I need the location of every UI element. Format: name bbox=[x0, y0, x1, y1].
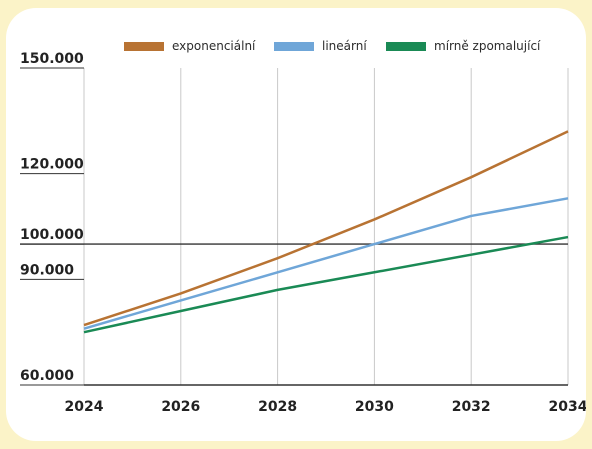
x-tick-label-2028: 2028 bbox=[258, 399, 297, 415]
x-tick-label-2030: 2030 bbox=[355, 399, 394, 415]
legend-item-exponential: exponenciální bbox=[124, 38, 255, 54]
series-line-1 bbox=[83, 197, 569, 330]
x-tick-label-2026: 2026 bbox=[161, 399, 200, 415]
legend-swatch-slowing bbox=[386, 41, 426, 51]
y-tick-label-90000: 90.000 bbox=[20, 262, 74, 278]
legend-label-exponential: exponenciální bbox=[172, 39, 256, 53]
legend-swatch-exponential bbox=[124, 41, 164, 51]
series-line-2 bbox=[83, 235, 569, 334]
y-tick-label-100000: 100.000 bbox=[20, 227, 84, 243]
legend-item-linear: lineární bbox=[274, 38, 367, 54]
series-line-0 bbox=[83, 130, 569, 327]
y-tick-label-120000: 120.000 bbox=[20, 157, 84, 173]
y-tick-label-150000: 150.000 bbox=[20, 51, 84, 67]
legend-label-slowing: mírně zpomalující bbox=[434, 39, 541, 53]
chart-card: exponenciální lineární mírně zpomalující… bbox=[6, 8, 586, 441]
legend-swatch-linear bbox=[274, 41, 314, 51]
legend-item-slowing: mírně zpomalující bbox=[386, 38, 540, 54]
x-tick-label-2024: 2024 bbox=[65, 399, 104, 415]
legend-label-linear: lineární bbox=[322, 39, 367, 53]
x-tick-label-2034: 2034 bbox=[549, 399, 586, 415]
x-tick-label-2032: 2032 bbox=[452, 399, 491, 415]
y-tick-label-60000: 60.000 bbox=[20, 368, 74, 384]
line-chart: 60.000 90.000 100.000 120.000 150.000 2024 202… bbox=[20, 51, 586, 415]
